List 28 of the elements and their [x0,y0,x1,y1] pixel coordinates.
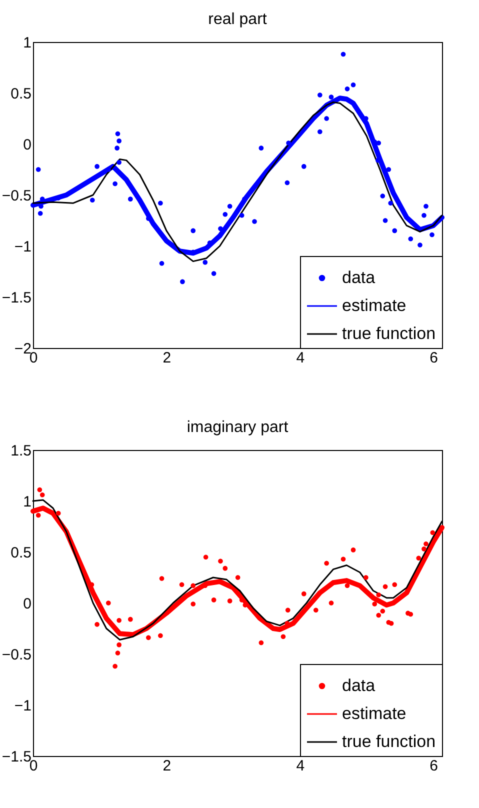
y-tick-label: −0.5 [2,188,32,204]
legend-label: data [342,268,376,287]
y-tick-label: −2 [14,340,32,358]
y-tick-label: 1.5 [10,442,32,460]
y-tick-label: −1 [14,698,32,714]
x-tick-label: 6 [430,350,438,366]
y-tick-label: −1.5 [2,290,32,306]
y-tick-label: 0.5 [10,544,32,562]
y-tick-label: 1 [23,494,32,510]
y-tick-label: 1 [23,34,32,52]
x-tick-label: 2 [162,350,172,366]
legend-label: true function [342,732,436,751]
x-tick-label: 2 [162,758,172,774]
legend-label: estimate [342,296,406,315]
y-tick-label: 0.5 [10,86,32,102]
legend-label: true function [342,324,436,343]
legend-label: estimate [342,704,406,723]
legend-label: data [342,676,376,695]
x-tick-label: 6 [430,758,438,774]
chart-title: real part [208,11,268,28]
y-tick-label: −0.5 [2,646,32,664]
y-tick-label: −1 [14,238,32,256]
y-tick-label: 0 [23,136,32,154]
y-tick-label: −1.5 [2,748,32,766]
x-tick-label: 4 [296,758,305,774]
x-tick-label: 4 [296,350,305,366]
y-tick-label: 0 [23,596,32,612]
chart-title: imaginary part [186,419,289,436]
